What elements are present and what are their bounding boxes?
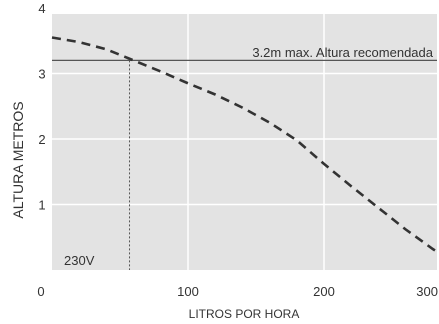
x-tick-label: 200	[313, 284, 335, 299]
recommended-height-label: 3.2m max. Altura recomendada	[252, 45, 433, 60]
performance-curve	[51, 36, 439, 255]
y-tick-label: 4	[38, 1, 45, 16]
y-tick-label: 3	[38, 67, 45, 82]
plot-background	[52, 14, 437, 270]
y-axis-title: ALTURA METROS	[10, 101, 26, 218]
x-tick-label: 0	[37, 284, 44, 299]
x-tick-label: 300	[416, 284, 438, 299]
x-tick-label: 100	[177, 284, 199, 299]
y-tick-label: 1	[38, 198, 45, 213]
x-axis-title: LITROS POR HORA	[189, 307, 300, 321]
y-axis-ticks: 1 2 3 4	[38, 1, 45, 213]
x-axis-ticks: 0 100 200 300	[37, 284, 438, 299]
voltage-label: 230V	[64, 253, 95, 268]
y-tick-label: 2	[38, 132, 45, 147]
